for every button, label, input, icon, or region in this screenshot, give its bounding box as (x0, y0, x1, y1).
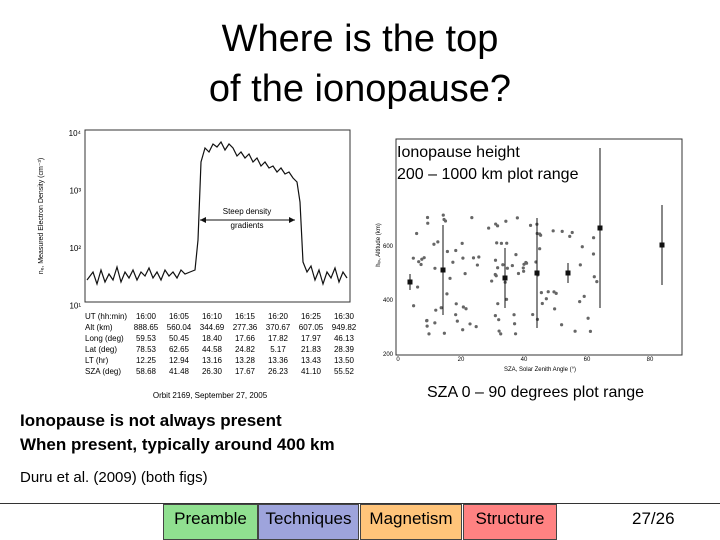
table-cell: 50.45 (169, 334, 190, 343)
table-cell: 16:10 (202, 312, 223, 321)
row-header: LT (hr) (85, 356, 109, 365)
table-cell: 370.67 (266, 323, 291, 332)
table-cell: 26.23 (268, 367, 289, 376)
y-tick-label: 200 (383, 352, 394, 358)
row-header: UT (hh:min) (85, 312, 127, 321)
bullet-text: When present, typically around 400 km (20, 435, 335, 454)
figure-label: Ionopause height (397, 144, 520, 161)
x-tick-label: 20 (458, 357, 465, 363)
x-tick-label: 80 (647, 357, 654, 363)
row-header: SZA (deg) (85, 367, 121, 376)
y-tick-label: 600 (383, 244, 394, 250)
table-cell: 62.65 (169, 345, 190, 354)
table-cell: 21.83 (301, 345, 322, 354)
y-tick-label: 10³ (69, 187, 81, 196)
table-cell: 12.25 (136, 356, 157, 365)
nav-button[interactable]: Preamble (163, 504, 258, 540)
table-cell: 58.68 (136, 367, 157, 376)
row-header: Long (deg) (85, 334, 124, 343)
nav-button[interactable]: Techniques (258, 504, 359, 540)
table-cell: 26.30 (202, 367, 223, 376)
reference: Duru et al. (2009) (both figs) (20, 469, 208, 486)
table-cell: 18.40 (202, 334, 223, 343)
y-tick-label: 10² (69, 244, 81, 253)
table-cell: 41.48 (169, 367, 190, 376)
table-cell: 17.97 (301, 334, 322, 343)
table-cell: 277.36 (233, 323, 258, 332)
table-cell: 949.82 (332, 323, 357, 332)
y-axis-label: hᵢₚ, Altitude (km) (376, 223, 382, 267)
table-cell: 16:30 (334, 312, 355, 321)
bullet-text: Ionopause is not always present (20, 411, 282, 430)
table-cell: 17.82 (268, 334, 289, 343)
table-cell: 59.53 (136, 334, 157, 343)
figure-ionopause: SZA, Solar Zenith Angle (°) hᵢₚ, Altitud… (372, 135, 687, 387)
figure-density: Steep density gradients nₑ, Measured Ele… (35, 122, 357, 410)
table-cell: 13.50 (334, 356, 355, 365)
table-cell: 44.58 (202, 345, 223, 354)
annotation: gradients (231, 221, 264, 230)
row-header: Lat (deg) (85, 345, 117, 354)
nav-button[interactable]: Structure (463, 504, 557, 540)
annotation: Steep density (223, 207, 271, 216)
table-cell: 55.52 (334, 367, 355, 376)
table-cell: 5.17 (270, 345, 286, 354)
row-header: Alt (km) (85, 323, 113, 332)
x-axis-label: SZA, Solar Zenith Angle (°) (504, 367, 576, 373)
footer-rule (0, 503, 720, 504)
table-cell: 16:25 (301, 312, 322, 321)
table-cell: 16:00 (136, 312, 157, 321)
table-cell: 16:20 (268, 312, 289, 321)
title-line: of the ionopause? (208, 68, 512, 110)
table-cell: 46.13 (334, 334, 355, 343)
table-cell: 78.53 (136, 345, 157, 354)
table-cell: 12.94 (169, 356, 190, 365)
y-tick-label: 400 (383, 298, 394, 304)
page-number: 27/26 (632, 509, 675, 528)
nav-button[interactable]: Magnetism (360, 504, 462, 540)
table-cell: 16:15 (235, 312, 256, 321)
x-tick-label: 0 (396, 357, 400, 363)
table-cell: 607.05 (299, 323, 324, 332)
title-line: Where is the top (221, 18, 499, 60)
table-cell: 13.28 (235, 356, 256, 365)
figure-label: 200 – 1000 km plot range (397, 166, 579, 183)
table-cell: 888.65 (134, 323, 159, 332)
x-tick-label: 40 (521, 357, 528, 363)
y-tick-label: 10⁴ (69, 129, 82, 138)
x-tick-label: 60 (584, 357, 591, 363)
table-cell: 24.82 (235, 345, 256, 354)
table-cell: 28.39 (334, 345, 355, 354)
table-cell: 17.66 (235, 334, 256, 343)
table-cell: 16:05 (169, 312, 190, 321)
table-cell: 13.43 (301, 356, 322, 365)
table-cell: 13.16 (202, 356, 223, 365)
table-cell: 560.04 (167, 323, 192, 332)
y-axis-label: nₑ, Measured Electron Density (cm⁻³) (38, 158, 45, 274)
table-cell: 13.36 (268, 356, 289, 365)
figure-caption: SZA 0 – 90 degrees plot range (427, 384, 645, 401)
y-tick-label: 10¹ (69, 302, 81, 311)
table-cell: 344.69 (200, 323, 225, 332)
figure-caption: Orbit 2169, September 27, 2005 (153, 391, 268, 400)
table-cell: 17.67 (235, 367, 256, 376)
table-cell: 41.10 (301, 367, 322, 376)
